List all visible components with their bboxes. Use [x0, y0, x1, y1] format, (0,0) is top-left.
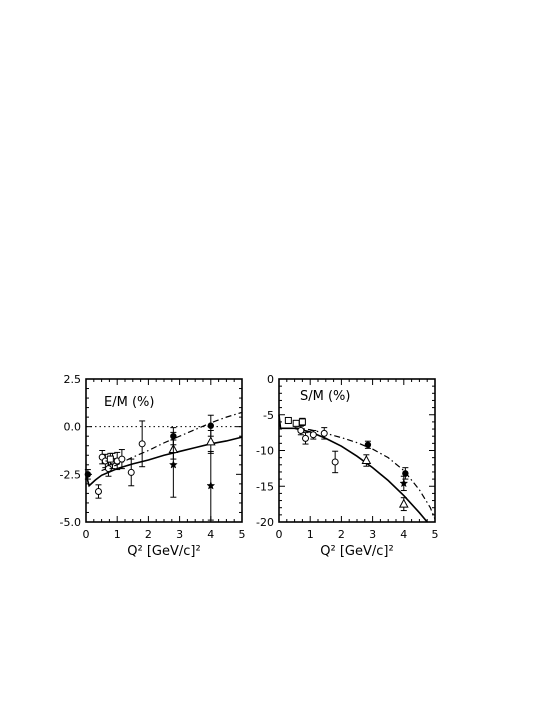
- marker: [399, 478, 409, 488]
- curve-group: [85, 411, 243, 488]
- open-circle-point: [309, 429, 317, 440]
- axis-ticks: [278, 378, 436, 523]
- label-group: 0 1 2 3 4 5 2.5 0.0 -2.5 -5.0: [60, 373, 246, 541]
- open-circle-point: [302, 432, 310, 445]
- y-tick-label: -15: [256, 480, 274, 493]
- marker-group: [284, 416, 409, 512]
- marker: [284, 416, 292, 424]
- marker: [84, 471, 92, 478]
- x-tick-label: 4: [400, 528, 407, 541]
- marker: [127, 468, 135, 476]
- marker: [331, 458, 339, 466]
- marker: [94, 487, 102, 495]
- x-axis-label: Q² [GeV/c]²: [127, 544, 200, 559]
- filled-circle-point: [364, 440, 372, 449]
- x-tick-label: 3: [176, 528, 183, 541]
- open-square-point: [284, 416, 292, 424]
- marker: [206, 481, 216, 490]
- x-tick-label: 0: [276, 528, 283, 541]
- star-point: [399, 475, 409, 492]
- x-axis-label: Q² [GeV/c]²: [320, 544, 393, 559]
- open-circle-point: [118, 449, 126, 470]
- marker: [361, 454, 372, 465]
- x-tick-label: 1: [307, 528, 314, 541]
- marker: [118, 455, 126, 463]
- x-tick-label: 1: [114, 528, 121, 541]
- marker: [320, 429, 328, 437]
- solid-curve: [278, 414, 428, 523]
- y-tick-label: -5: [263, 409, 274, 422]
- open-circle-point: [104, 460, 112, 477]
- star-point: [168, 431, 178, 498]
- open-circle-point: [320, 427, 328, 440]
- open-triangle-point: [398, 497, 409, 512]
- x-tick-label: 3: [369, 528, 376, 541]
- open-square-point: [298, 417, 306, 426]
- marker: [205, 436, 216, 446]
- marker: [106, 455, 114, 463]
- open-circle-point: [331, 450, 339, 474]
- marker: [207, 422, 214, 429]
- dash-dot-curve: [294, 427, 436, 520]
- x-tick-label: 2: [145, 528, 152, 541]
- marker: [402, 470, 409, 477]
- marker: [398, 498, 409, 508]
- panel-sm: 0 1 2 3 4 5 0 -5 -10 -15 -20 S/M (%) Q² [GeV/c]²: [256, 373, 438, 559]
- filled-circle-point: [84, 469, 92, 480]
- panel-title: S/M (%): [300, 389, 350, 404]
- open-triangle-point: [205, 429, 216, 454]
- marker: [364, 441, 372, 448]
- marker: [302, 434, 310, 442]
- y-tick-label: 0: [267, 373, 274, 386]
- open-circle-point: [127, 458, 135, 487]
- open-square-point: [106, 452, 114, 466]
- open-square-point: [292, 419, 300, 427]
- marker: [298, 418, 306, 426]
- star-point: [206, 450, 216, 521]
- x-tick-label: 4: [207, 528, 214, 541]
- y-tick-label: -2.5: [60, 468, 81, 481]
- label-group: 0 1 2 3 4 5 0 -5 -10 -15 -20: [256, 373, 438, 541]
- y-tick-label: -10: [256, 445, 274, 458]
- x-tick-label: 2: [338, 528, 345, 541]
- marker: [168, 460, 178, 469]
- panel-title: E/M (%): [104, 395, 154, 410]
- curve-group: [278, 414, 436, 523]
- x-tick-label: 5: [432, 528, 439, 541]
- marker: [309, 431, 317, 439]
- marker: [297, 426, 305, 434]
- y-tick-label: 2.5: [64, 373, 82, 386]
- y-tick-label: -20: [256, 516, 274, 529]
- y-tick-label: -5.0: [60, 516, 81, 529]
- marker: [138, 440, 146, 448]
- marker: [292, 419, 300, 427]
- open-triangle-point: [361, 454, 372, 467]
- open-circle-point: [94, 484, 102, 499]
- x-tick-label: 0: [83, 528, 90, 541]
- marker-group: [84, 414, 216, 521]
- x-tick-label: 5: [239, 528, 246, 541]
- y-tick-label: 0.0: [64, 421, 82, 434]
- open-circle-point: [297, 425, 305, 436]
- panel-em: 0 1 2 3 4 5 2.5 0.0 -2.5 -5.0 E/M (%) Q² [GeV/c]²: [60, 373, 246, 559]
- open-circle-point: [138, 420, 146, 468]
